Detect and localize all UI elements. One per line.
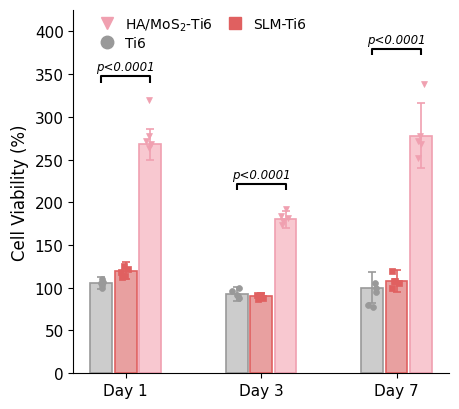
Text: p<0.0001: p<0.0001 — [231, 169, 290, 182]
Bar — [361, 288, 382, 373]
Bar — [139, 145, 161, 373]
Point — [256, 293, 263, 300]
Point — [233, 292, 240, 298]
Point — [371, 281, 378, 287]
Point — [416, 142, 424, 148]
Point — [120, 263, 127, 270]
Point — [146, 142, 154, 148]
Point — [420, 82, 427, 88]
Point — [98, 282, 105, 289]
Point — [369, 303, 376, 310]
Bar — [90, 284, 112, 373]
Point — [279, 218, 286, 225]
Point — [98, 285, 106, 291]
Point — [414, 155, 421, 162]
Point — [389, 278, 397, 285]
Point — [252, 292, 260, 299]
Bar — [385, 281, 407, 373]
Point — [259, 295, 266, 301]
Text: p<0.0001: p<0.0001 — [366, 34, 425, 47]
Point — [98, 276, 105, 283]
Point — [281, 207, 289, 213]
Text: p<0.0001: p<0.0001 — [96, 61, 155, 74]
Point — [146, 133, 153, 139]
Point — [388, 285, 395, 291]
Point — [235, 295, 242, 301]
Point — [146, 145, 153, 152]
Point — [100, 279, 107, 285]
Point — [124, 266, 131, 272]
Bar — [274, 220, 296, 373]
Bar — [225, 294, 247, 373]
Bar — [409, 136, 431, 373]
Point — [387, 268, 395, 274]
Point — [371, 285, 379, 291]
Point — [254, 296, 261, 302]
Point — [364, 302, 371, 308]
Point — [416, 133, 423, 139]
Legend: HA/MoS$_2$-Ti6, Ti6, SLM-Ti6: HA/MoS$_2$-Ti6, Ti6, SLM-Ti6 — [88, 11, 311, 56]
Point — [278, 222, 285, 228]
Point — [117, 270, 124, 276]
Point — [228, 288, 235, 295]
Point — [257, 292, 264, 298]
Point — [413, 138, 420, 145]
Bar — [250, 297, 271, 373]
Point — [371, 289, 379, 296]
Point — [390, 278, 397, 285]
Y-axis label: Cell Viability (%): Cell Viability (%) — [11, 124, 29, 260]
Point — [235, 285, 242, 291]
Bar — [115, 271, 136, 373]
Point — [121, 273, 129, 279]
Point — [141, 138, 149, 145]
Point — [146, 97, 153, 104]
Point — [394, 281, 402, 287]
Point — [234, 293, 241, 300]
Point — [277, 213, 284, 220]
Point — [97, 281, 104, 287]
Point — [284, 215, 291, 221]
Point — [118, 274, 126, 281]
